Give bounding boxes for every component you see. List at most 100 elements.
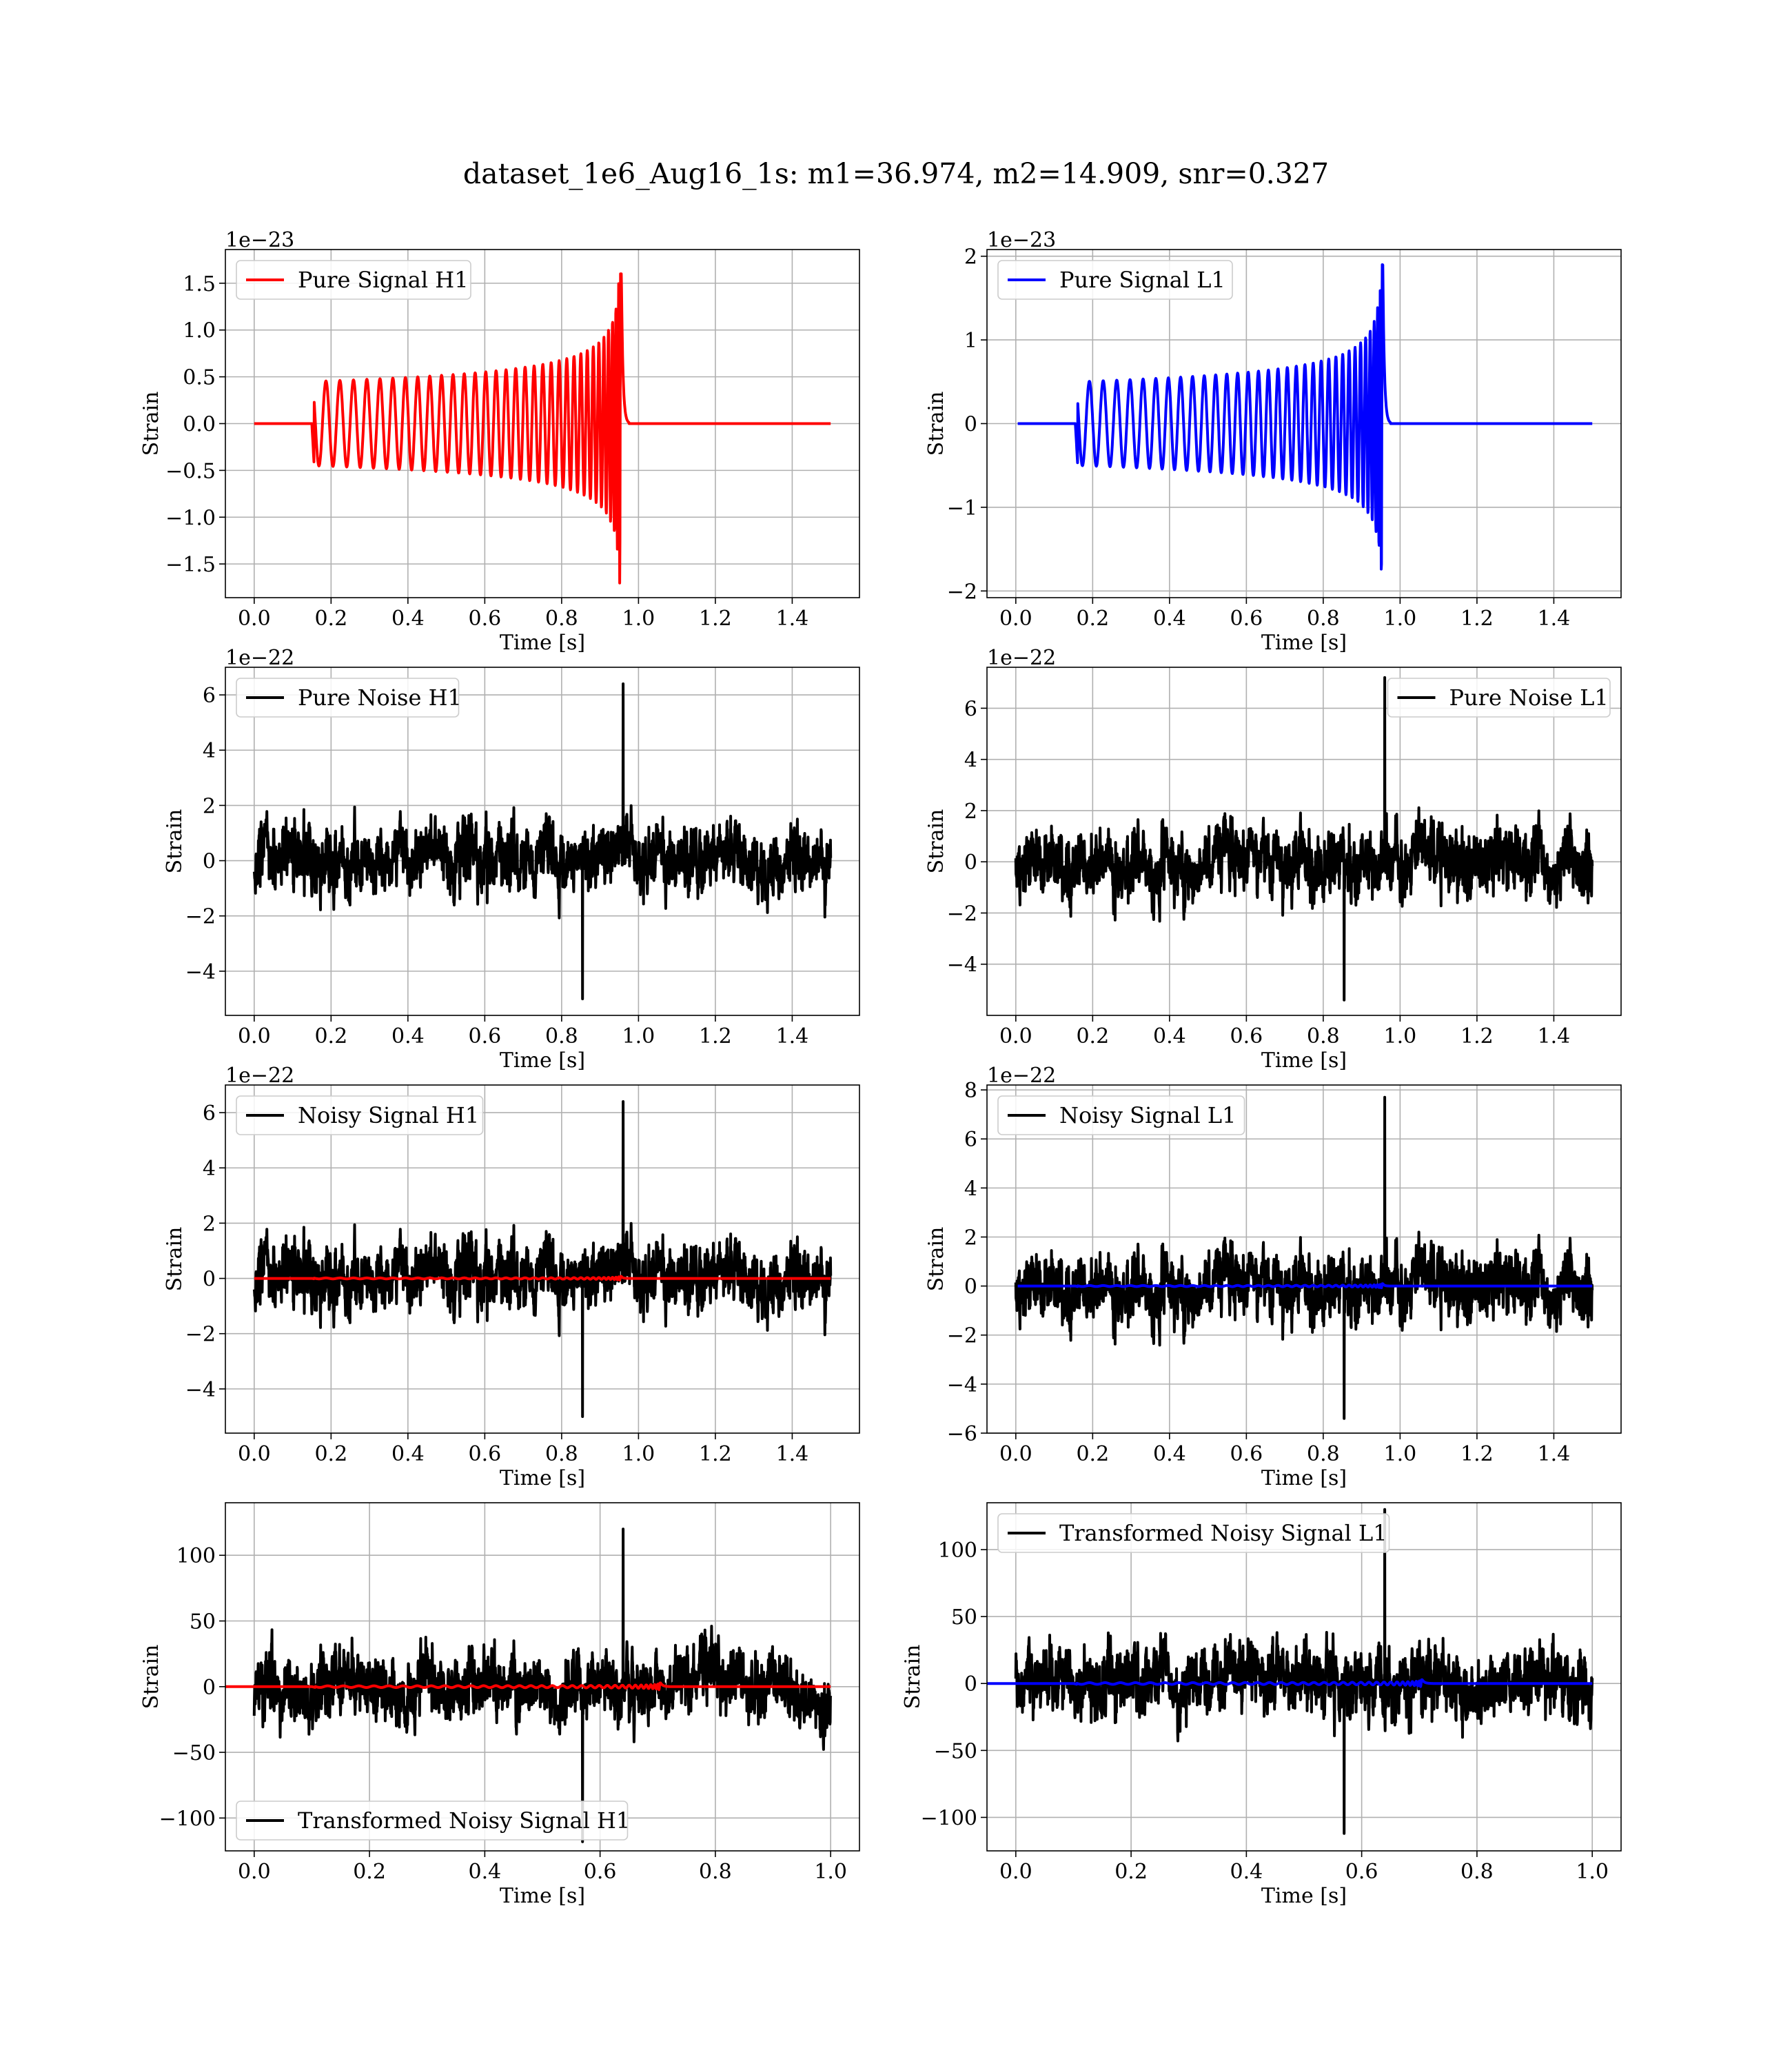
x-tick-label: 0.4 [391, 1442, 425, 1466]
x-tick-label: 0.0 [238, 1024, 271, 1048]
y-tick-label: −2 [947, 580, 977, 604]
x-tick-label: 1.4 [776, 607, 809, 631]
legend: Noisy Signal H1 [236, 1095, 484, 1135]
axes-frame [225, 1502, 860, 1852]
x-tick-label: 1.2 [1460, 607, 1494, 631]
x-tick-label: 0.8 [1307, 1024, 1340, 1048]
y-tick-label: 50 [951, 1605, 977, 1630]
y-tick-label: 6 [203, 1102, 216, 1126]
x-tick-label: 0.2 [1076, 607, 1109, 631]
series-line-1 [1014, 676, 1594, 1002]
series-line-1 [1017, 263, 1594, 571]
series-line-2 [1017, 1282, 1594, 1290]
plot-area [987, 1508, 1594, 1835]
x-tick-label: 0.8 [1460, 1860, 1494, 1884]
y-offset-label: 1e−22 [225, 646, 294, 670]
y-tick-label: −2 [947, 902, 977, 926]
plot-area [1014, 1095, 1594, 1420]
x-tick-label: 1.0 [814, 1860, 847, 1884]
x-tick-label: 0.0 [999, 1860, 1032, 1884]
plot-area [1017, 263, 1594, 571]
legend: Pure Noise H1 [236, 678, 462, 718]
legend-box [236, 1801, 629, 1841]
x-axis-label: Time [s] [1261, 1466, 1347, 1490]
series-line-2 [225, 1681, 832, 1692]
y-offset-label: 1e−22 [225, 1064, 294, 1088]
y-tick-label: 4 [964, 749, 977, 773]
y-axis-label: Strain [924, 809, 948, 874]
y-tick-label: 2 [964, 800, 977, 824]
x-tick-label: 0.4 [1153, 1442, 1186, 1466]
x-tick-label: 0.4 [391, 1024, 425, 1048]
y-tick-label: 1.0 [183, 319, 216, 343]
x-axis-label: Time [s] [500, 631, 585, 655]
x-tick-label: 1.2 [1460, 1024, 1494, 1048]
x-tick-label: 1.0 [1384, 1024, 1417, 1048]
x-axis-label: Time [s] [1261, 1048, 1347, 1073]
plot-area [253, 272, 832, 585]
y-tick-label: 4 [203, 739, 216, 763]
y-tick-label: 2 [964, 1226, 977, 1250]
x-tick-label: 0.0 [238, 607, 271, 631]
plot-area [1014, 676, 1594, 1002]
x-tick-label: 1.0 [1384, 1442, 1417, 1466]
legend: Pure Signal L1 [997, 260, 1233, 300]
y-tick-label: −4 [185, 1378, 216, 1402]
x-tick-label: 0.8 [1307, 607, 1340, 631]
x-tick-label: 1.4 [1538, 1024, 1571, 1048]
x-tick-label: 1.0 [1576, 1860, 1609, 1884]
x-tick-label: 1.0 [622, 1442, 655, 1466]
x-tick-label: 1.2 [699, 607, 732, 631]
legend-label: Pure Noise H1 [298, 685, 462, 711]
legend-box [997, 1513, 1390, 1553]
y-tick-label: 6 [964, 1128, 977, 1152]
y-tick-label: 1.5 [183, 272, 216, 296]
x-tick-label: 0.0 [238, 1442, 271, 1466]
x-tick-label: 0.6 [469, 607, 502, 631]
x-tick-label: 1.4 [1538, 1442, 1571, 1466]
legend: Pure Signal H1 [236, 260, 471, 300]
subplot-1: 0.0 0.2 0.4 0.6 0.8 1.0 1.2 1.4 1.5 1.0 0.5 0.0 −0.5… [139, 228, 860, 655]
subplot-5: 0.0 0.2 0.4 0.6 0.8 1.0 1.2 1.4 6 4 2 0 −2 −4 Time [s]… [163, 1064, 860, 1490]
x-tick-label: 0.2 [353, 1860, 386, 1884]
x-tick-label: 0.8 [545, 1024, 578, 1048]
y-tick-label: 4 [203, 1157, 216, 1181]
subplot-3: 0.0 0.2 0.4 0.6 0.8 1.0 1.2 1.4 6 4 2 0 −2 −4 Time [s]… [163, 646, 860, 1073]
y-tick-label: 0.0 [183, 413, 216, 437]
legend-box [997, 260, 1233, 300]
series-line-1 [252, 1528, 833, 1843]
y-tick-label: 2 [203, 1212, 216, 1236]
y-tick-label: −0.5 [165, 459, 216, 483]
x-tick-label: 0.4 [1230, 1860, 1263, 1884]
x-tick-label: 0.8 [545, 1442, 578, 1466]
y-tick-label: 4 [964, 1177, 977, 1201]
y-tick-label: −100 [159, 1807, 216, 1831]
y-axis-label: Strain [139, 1645, 163, 1710]
plot-area [252, 682, 833, 1000]
figure-title: dataset_1e6_Aug16_1s: m1=36.974, m2=14.9… [462, 157, 1330, 190]
series-line-2 [253, 1275, 832, 1281]
x-tick-label: 0.0 [999, 1442, 1032, 1466]
subplot-6: 0.0 0.2 0.4 0.6 0.8 1.0 1.2 1.4 8 6 4 2 0 −2 −4 −6 Time … [924, 1064, 1622, 1490]
x-tick-label: 0.6 [584, 1860, 617, 1884]
y-axis-label: Strain [163, 809, 187, 874]
x-tick-label: 0.8 [1307, 1442, 1340, 1466]
y-offset-label: 1e−23 [987, 228, 1056, 252]
x-tick-label: 0.6 [1345, 1860, 1378, 1884]
x-tick-label: 1.4 [776, 1024, 809, 1048]
legend-box [236, 1095, 484, 1135]
x-tick-label: 0.6 [469, 1024, 502, 1048]
y-tick-label: −2 [947, 1324, 977, 1348]
axes-frame [225, 1084, 860, 1434]
x-tick-label: 0.0 [238, 1860, 271, 1884]
y-tick-label: 50 [190, 1610, 216, 1634]
y-tick-label: −4 [947, 953, 977, 977]
y-tick-label: −50 [172, 1741, 216, 1765]
y-tick-label: 0 [964, 851, 977, 875]
y-tick-label: −2 [185, 905, 216, 929]
x-tick-label: 1.0 [622, 607, 655, 631]
x-tick-label: 0.2 [1076, 1442, 1109, 1466]
axes-frame [986, 667, 1622, 1016]
x-tick-label: 1.4 [776, 1442, 809, 1466]
